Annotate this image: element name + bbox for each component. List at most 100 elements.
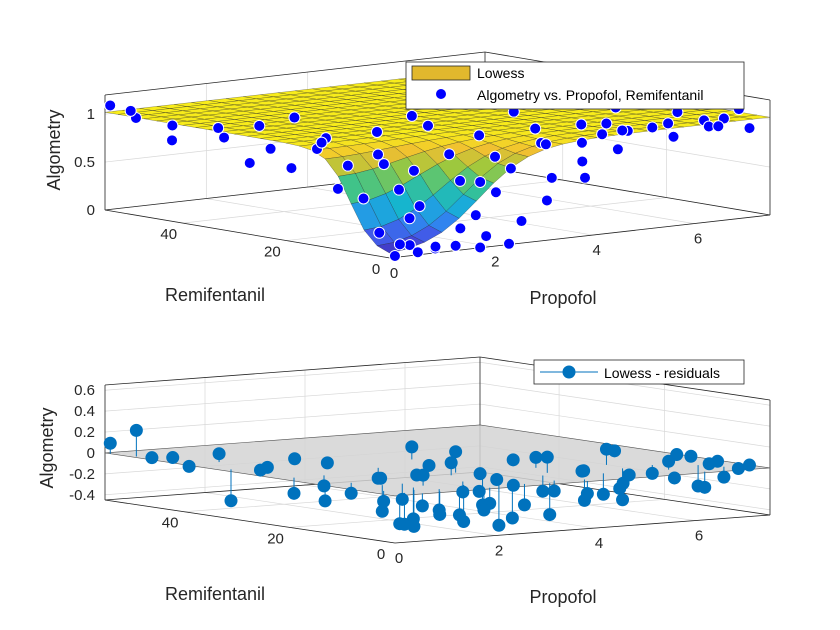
data-point [411, 246, 424, 259]
data-point [540, 194, 553, 207]
tick-label-x: 0 [390, 265, 398, 282]
surface-axes: 0 2 4 6 0 20 40 0 0.5 1 Algometry Remifentanil Pr… [44, 51, 771, 308]
data-point [429, 240, 442, 253]
residual-point [698, 480, 712, 494]
residual-point [456, 485, 470, 499]
tick-label-z: 1 [87, 106, 95, 123]
residual-point [662, 454, 676, 468]
data-point [449, 239, 462, 252]
data-point [264, 142, 277, 155]
residual-point [472, 484, 486, 498]
data-point [575, 118, 588, 131]
data-point [331, 182, 344, 195]
tick-label-z: -0.2 [69, 466, 95, 483]
data-point [469, 209, 482, 222]
residual-point [506, 478, 520, 492]
tick-labels: 0 2 4 6 0 20 40 -0.4 -0.2 0 0.2 0.4 0.6 [69, 382, 703, 567]
residual-point [260, 460, 274, 474]
data-point [529, 122, 542, 135]
residual-point [536, 484, 550, 498]
data-point [243, 157, 256, 170]
residual-point [317, 479, 331, 493]
residual-point [616, 493, 630, 507]
data-point [712, 120, 725, 133]
residual-point [702, 457, 716, 471]
legend-entry-surface: Lowess [477, 65, 524, 81]
tick-label-y: 20 [267, 530, 284, 547]
tick-label-z: 0.6 [74, 382, 95, 399]
axes-edge [104, 209, 391, 259]
data-point [503, 237, 516, 250]
data-point [218, 131, 231, 144]
residual-point [129, 423, 143, 437]
axes-edge [484, 166, 771, 216]
data-point [413, 200, 426, 213]
z-axis-label: Algometry [44, 109, 64, 190]
residual-point [580, 487, 594, 501]
legend[interactable]: Lowess Algometry vs. Propofol, Remifenta… [405, 61, 745, 110]
tick-label-x: 6 [694, 231, 702, 248]
x-axis-label: Propofol [529, 288, 596, 308]
residual-point [506, 453, 520, 467]
residual-point [517, 498, 531, 512]
tick-label-z: 0.2 [74, 424, 95, 441]
axes-edge [394, 514, 771, 544]
data-point [422, 119, 434, 132]
data-point [166, 134, 179, 147]
tick-labels: 0 2 4 6 0 20 40 0 0.5 1 [74, 106, 702, 282]
data-point [515, 215, 528, 228]
data-point [373, 226, 386, 239]
residual-point [395, 492, 409, 506]
residual-point [645, 466, 659, 480]
tick-label-z: 0.4 [74, 403, 95, 420]
legend-marker-points [435, 88, 447, 100]
legend[interactable]: Lowess - residuals [533, 359, 745, 385]
residual-point [433, 507, 447, 521]
residual-axes: 0 2 4 6 0 20 40 -0.4 -0.2 0 0.2 0.4 0.6 Algometry Re… [37, 356, 771, 607]
residual-point [742, 458, 756, 472]
residual-point [422, 458, 436, 472]
data-point [662, 117, 675, 130]
tick-label-z: 0.5 [74, 154, 95, 171]
data-point [489, 150, 502, 163]
residual-point [320, 456, 334, 470]
residual-point [596, 487, 610, 501]
residual-point [547, 484, 561, 498]
residual-point [287, 486, 301, 500]
data-point [212, 122, 225, 135]
residual-point [473, 467, 487, 481]
residual-point [393, 517, 407, 531]
tick-label-x: 2 [491, 254, 499, 271]
data-point [377, 158, 390, 171]
residual-point [667, 471, 681, 485]
tick-label-y: 0 [377, 546, 385, 563]
residual-point [145, 451, 159, 465]
residual-point [543, 508, 557, 522]
data-point [288, 111, 301, 124]
axes-edge [104, 499, 396, 544]
residual-point [599, 442, 613, 456]
data-point [166, 119, 179, 132]
residual-point [492, 518, 506, 532]
tick-label-x: 0 [395, 550, 403, 567]
data-point [253, 119, 266, 132]
data-point [454, 174, 467, 187]
residual-point [288, 452, 302, 466]
data-point [743, 122, 756, 135]
tick-label-x: 2 [495, 543, 503, 560]
residual-point [224, 494, 238, 508]
residual-point [684, 449, 698, 463]
data-point [646, 121, 659, 134]
data-point [600, 117, 613, 130]
data-point [285, 162, 298, 175]
tick-label-z: -0.4 [69, 487, 95, 504]
residual-point [444, 456, 458, 470]
legend-entry-points: Algometry vs. Propofol, Remifentanil [477, 87, 703, 103]
residual-point [731, 461, 745, 475]
residual-point [405, 440, 419, 454]
tick-label-x: 4 [592, 242, 600, 259]
data-point [539, 138, 552, 151]
data-point [315, 136, 328, 149]
axes-edge [104, 356, 481, 386]
